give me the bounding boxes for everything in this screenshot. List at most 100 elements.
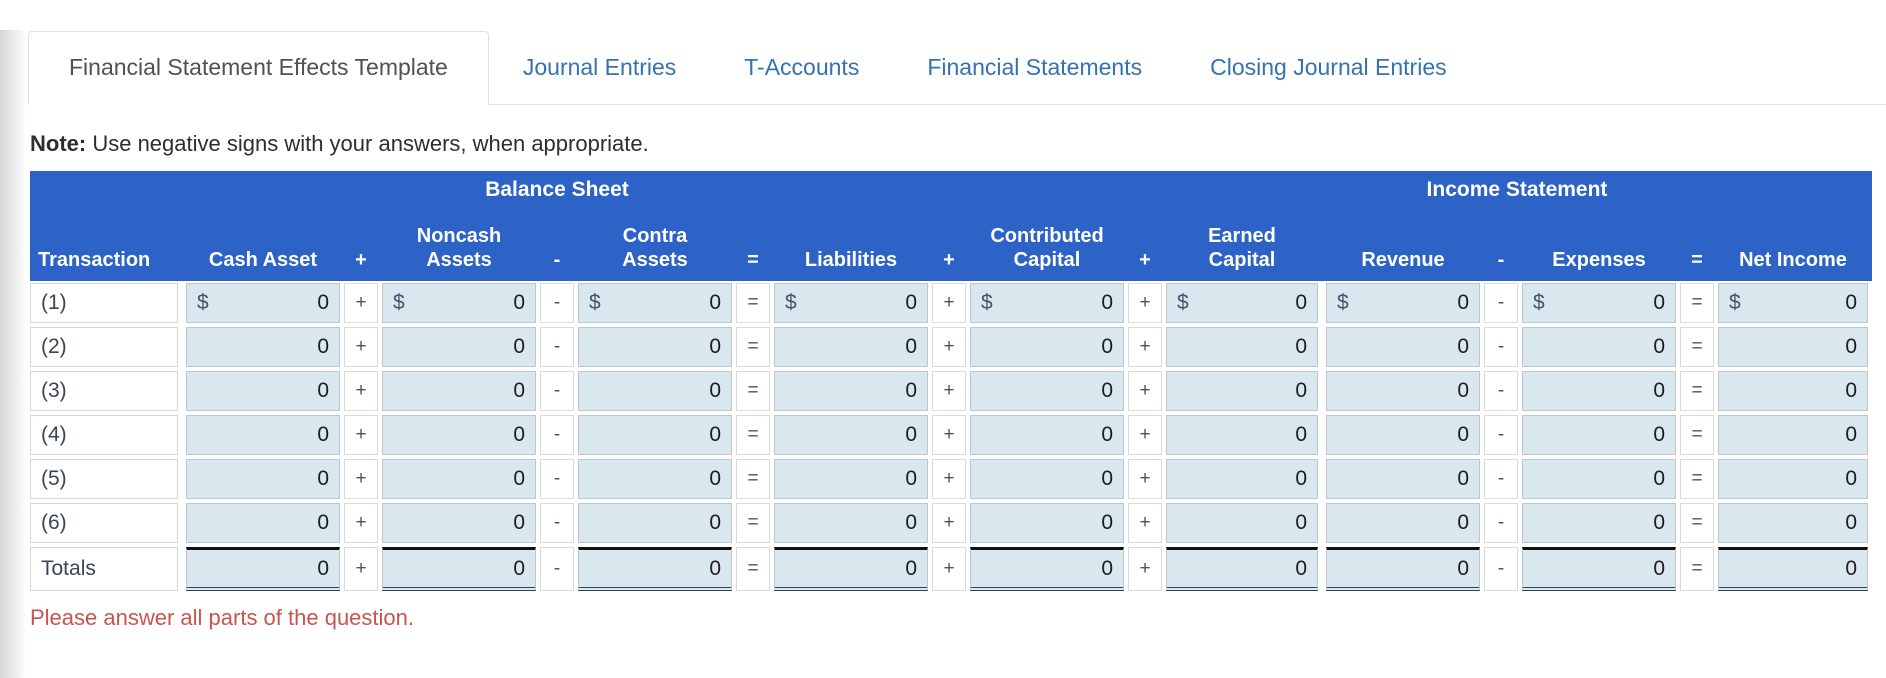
net-income-input[interactable]: 0 <box>1718 459 1868 499</box>
cell-value: 0 <box>1295 467 1307 490</box>
column-header-line: Contra <box>622 225 688 247</box>
expenses-input[interactable]: 0 <box>1522 547 1676 591</box>
cell-value: 0 <box>1653 335 1665 358</box>
contributed-capital-input[interactable]: $0 <box>970 283 1124 323</box>
currency-symbol: $ <box>785 291 797 314</box>
net-income-input[interactable]: 0 <box>1718 327 1868 367</box>
revenue-input[interactable]: 0 <box>1326 327 1480 367</box>
contributed-capital-input[interactable]: 0 <box>970 327 1124 367</box>
expenses-input[interactable]: 0 <box>1522 503 1676 543</box>
revenue-input[interactable]: 0 <box>1326 503 1480 543</box>
operator-op-plus-3: + <box>1128 283 1162 323</box>
contributed-capital-input[interactable]: 0 <box>970 371 1124 411</box>
operator-op-minus-2: - <box>1484 503 1518 543</box>
noncash-assets-input[interactable]: $0 <box>382 283 536 323</box>
cell-value: 0 <box>317 511 329 534</box>
net-income-input[interactable]: $0 <box>1718 283 1868 323</box>
earned-capital-input[interactable]: 0 <box>1166 459 1318 499</box>
expenses-input[interactable]: 0 <box>1522 327 1676 367</box>
noncash-assets-input[interactable]: 0 <box>382 503 536 543</box>
column-header-line: Liabilities <box>804 249 898 271</box>
cash-asset-input[interactable]: 0 <box>186 415 340 455</box>
operator-op-plus-2: + <box>932 283 966 323</box>
contra-assets-input[interactable]: 0 <box>578 547 732 591</box>
cell-value: 0 <box>1295 511 1307 534</box>
contributed-capital-input[interactable]: 0 <box>970 503 1124 543</box>
tab-journal-entries[interactable]: Journal Entries <box>522 54 677 80</box>
net-income-input[interactable]: 0 <box>1718 371 1868 411</box>
operator-op-equals-2: = <box>1680 547 1714 591</box>
operator-op-plus-1: + <box>344 283 378 323</box>
revenue-input[interactable]: 0 <box>1326 547 1480 591</box>
column-header-line: Transaction <box>38 249 151 271</box>
column-header-line: Noncash <box>416 225 502 247</box>
tab-closing-journal-entries[interactable]: Closing Journal Entries <box>1210 54 1447 80</box>
liabilities-input[interactable]: 0 <box>774 371 928 411</box>
cell-value: 0 <box>1101 511 1113 534</box>
contra-assets-input[interactable]: 0 <box>578 503 732 543</box>
cash-asset-input[interactable]: 0 <box>186 371 340 411</box>
operator-op-plus-2: + <box>932 327 966 367</box>
column-header-op-plus-3: + <box>1128 209 1162 281</box>
liabilities-input[interactable]: $0 <box>774 283 928 323</box>
row-label-3: (3) <box>30 371 178 411</box>
contributed-capital-input[interactable]: 0 <box>970 415 1124 455</box>
operator-op-plus-3: + <box>1128 459 1162 499</box>
operator-op-equals-1: = <box>736 503 770 543</box>
liabilities-input[interactable]: 0 <box>774 415 928 455</box>
contra-assets-input[interactable]: $0 <box>578 283 732 323</box>
revenue-input[interactable]: 0 <box>1326 459 1480 499</box>
tab-t-accounts[interactable]: T-Accounts <box>744 54 860 80</box>
tab-financial-statement-effects-template[interactable]: Financial Statement Effects Template <box>28 31 489 105</box>
revenue-input[interactable]: 0 <box>1326 371 1480 411</box>
group-header-balance-sheet: Balance Sheet <box>182 171 932 209</box>
cell-value: 0 <box>905 291 917 314</box>
noncash-assets-input[interactable]: 0 <box>382 371 536 411</box>
contributed-capital-input[interactable]: 0 <box>970 459 1124 499</box>
contributed-capital-input[interactable]: 0 <box>970 547 1124 591</box>
earned-capital-input[interactable]: $0 <box>1166 283 1318 323</box>
operator-op-equals-2: = <box>1680 283 1714 323</box>
cell-value: 0 <box>905 511 917 534</box>
noncash-assets-input[interactable]: 0 <box>382 415 536 455</box>
net-income-input[interactable]: 0 <box>1718 415 1868 455</box>
contra-assets-input[interactable]: 0 <box>578 415 732 455</box>
operator-op-minus-2: - <box>1484 327 1518 367</box>
noncash-assets-input[interactable]: 0 <box>382 547 536 591</box>
cell-value: 0 <box>1845 423 1857 446</box>
cash-asset-input[interactable]: 0 <box>186 547 340 591</box>
noncash-assets-input[interactable]: 0 <box>382 327 536 367</box>
cash-asset-input[interactable]: 0 <box>186 503 340 543</box>
liabilities-input[interactable]: 0 <box>774 503 928 543</box>
cash-asset-input[interactable]: 0 <box>186 459 340 499</box>
operator-op-equals-1: = <box>736 547 770 591</box>
cash-asset-input[interactable]: $0 <box>186 283 340 323</box>
liabilities-input[interactable]: 0 <box>774 327 928 367</box>
cell-value: 0 <box>1101 379 1113 402</box>
column-header-line: + <box>355 249 367 271</box>
net-income-input[interactable]: 0 <box>1718 547 1868 591</box>
net-income-input[interactable]: 0 <box>1718 503 1868 543</box>
expenses-input[interactable]: 0 <box>1522 459 1676 499</box>
expenses-input[interactable]: 0 <box>1522 371 1676 411</box>
column-header-cash-asset: Cash Asset <box>182 209 344 281</box>
expenses-input[interactable]: 0 <box>1522 415 1676 455</box>
revenue-input[interactable]: $0 <box>1326 283 1480 323</box>
operator-op-plus-1: + <box>344 547 378 591</box>
earned-capital-input[interactable]: 0 <box>1166 503 1318 543</box>
cash-asset-input[interactable]: 0 <box>186 327 340 367</box>
tab-financial-statements[interactable]: Financial Statements <box>927 54 1143 80</box>
cell-value: 0 <box>1845 511 1857 534</box>
contra-assets-input[interactable]: 0 <box>578 371 732 411</box>
earned-capital-input[interactable]: 0 <box>1166 371 1318 411</box>
earned-capital-input[interactable]: 0 <box>1166 415 1318 455</box>
liabilities-input[interactable]: 0 <box>774 459 928 499</box>
liabilities-input[interactable]: 0 <box>774 547 928 591</box>
contra-assets-input[interactable]: 0 <box>578 459 732 499</box>
earned-capital-input[interactable]: 0 <box>1166 327 1318 367</box>
revenue-input[interactable]: 0 <box>1326 415 1480 455</box>
earned-capital-input[interactable]: 0 <box>1166 547 1318 591</box>
expenses-input[interactable]: $0 <box>1522 283 1676 323</box>
contra-assets-input[interactable]: 0 <box>578 327 732 367</box>
noncash-assets-input[interactable]: 0 <box>382 459 536 499</box>
